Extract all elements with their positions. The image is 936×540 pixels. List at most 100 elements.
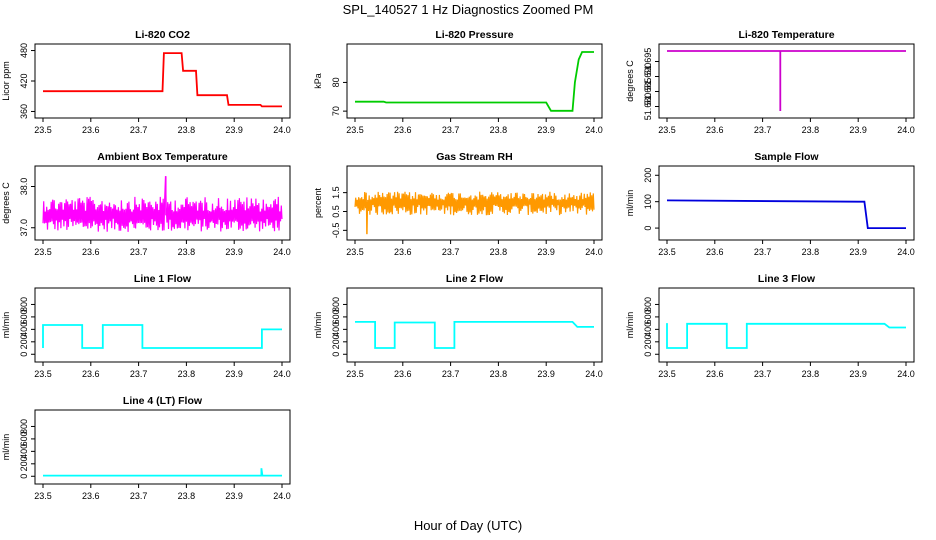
x-tick-label: 23.9: [537, 247, 555, 257]
panel-li-820-temperature: Li-820 Temperature degrees C 23.5 23.6 23.7 2…: [624, 24, 936, 146]
x-tick-label: 23.7: [442, 247, 460, 257]
x-tick-label: 23.5: [346, 369, 364, 379]
y-tick-label: 0.5: [331, 205, 341, 218]
x-tick-label: 23.6: [82, 369, 100, 379]
x-tick-label: 23.9: [225, 125, 243, 135]
series-line: [42, 324, 282, 349]
y-tick-label: 360: [19, 104, 29, 119]
x-tick-label: 23.9: [537, 125, 555, 135]
x-tick-label: 24.0: [273, 247, 291, 257]
x-tick-label: 23.6: [706, 125, 724, 135]
page-title: SPL_140527 1 Hz Diagnostics Zoomed PM: [342, 2, 594, 17]
plot-frame: [346, 165, 603, 241]
y-tick-label: 400: [19, 444, 29, 459]
y-axis-label: ml/min: [313, 312, 323, 339]
y-tick-label: 600: [331, 309, 341, 324]
chart-li-820-temperature: Li-820 Temperature degrees C 23.5 23.6 23.7 2…: [625, 29, 915, 135]
x-tick-label: 24.0: [585, 369, 603, 379]
chart-li-820-pressure: Li-820 Pressure kPa 23.5 23.6 23.7 23.8 23.9 24…: [313, 29, 603, 135]
chart-line-3-flow: Line 3 Flow ml/min 23.5 23.6 23.7 23.8 23.9 24.…: [625, 273, 915, 379]
panel-line-1-flow: Line 1 Flow ml/min 23.5 23.6 23.7 23.8 23.9 24.…: [0, 268, 312, 390]
y-tick-label: 51.685: [643, 78, 653, 106]
chart-title: Line 1 Flow: [134, 273, 192, 285]
series-line: [42, 176, 283, 232]
y-tick-label: 200: [331, 334, 341, 349]
x-tick-label: 23.9: [225, 491, 243, 501]
series-line: [667, 50, 906, 111]
x-tick-label: 23.5: [346, 125, 364, 135]
x-tick-label: 23.6: [82, 491, 100, 501]
chart-title: Sample Flow: [754, 151, 819, 163]
x-tick-label: 23.6: [394, 125, 412, 135]
panel-li-820-co2: Li-820 CO2 Licor ppm 23.5 23.6 23.7 23.8 23.9 2…: [0, 24, 312, 146]
y-axis-label: degrees C: [625, 60, 635, 102]
plot-frame: [658, 43, 915, 119]
y-tick-label: 420: [19, 73, 29, 88]
y-tick-label: 800: [19, 297, 29, 312]
y-tick-label: 200: [643, 168, 653, 183]
x-tick-label: 23.7: [442, 369, 460, 379]
plot-frame: [658, 165, 915, 241]
chart-title: Gas Stream RH: [436, 151, 512, 163]
y-tick-label: 400: [331, 322, 341, 337]
x-tick-label: 23.8: [802, 369, 820, 379]
x-tick-label: 23.8: [178, 369, 196, 379]
y-tick-label: 400: [19, 322, 29, 337]
x-tick-label: 23.6: [82, 125, 100, 135]
y-axis-label: ml/min: [625, 190, 635, 217]
y-tick-label: 200: [643, 334, 653, 349]
x-tick-label: 23.6: [706, 369, 724, 379]
series-line: [666, 322, 906, 349]
chart-sample-flow: Sample Flow ml/min 23.5 23.6 23.7 23.8 23.9 24.…: [625, 151, 915, 257]
series-line: [43, 52, 282, 108]
chart-title: Line 4 (LT) Flow: [123, 395, 203, 407]
panel-line-4-lt-flow: Line 4 (LT) Flow ml/min 23.5 23.6 23.7 23.8 23…: [0, 390, 312, 512]
y-tick-label: 0: [643, 226, 653, 231]
panel-ambient-box-temperature: Ambient Box Temperature degrees C 23.5 23.6…: [0, 146, 312, 268]
x-tick-label: 23.7: [130, 125, 148, 135]
plot-frame: [34, 287, 291, 363]
panel-gas-stream-rh: Gas Stream RH percent 23.5 23.6 23.7 23.8 23.9…: [312, 146, 624, 268]
plot-frame: [658, 287, 915, 363]
x-tick-label: 24.0: [585, 125, 603, 135]
y-tick-label: -0.5: [331, 223, 341, 239]
series-line: [355, 51, 594, 112]
y-tick-label: 1.5: [331, 186, 341, 199]
x-tick-label: 24.0: [273, 369, 291, 379]
chart-ambient-box-temperature: Ambient Box Temperature degrees C 23.5 23.6…: [1, 151, 291, 257]
x-tick-label: 24.0: [273, 125, 291, 135]
x-tick-label: 23.5: [34, 247, 52, 257]
series-line: [354, 191, 595, 235]
chart-title: Ambient Box Temperature: [97, 151, 228, 163]
x-tick-label: 23.7: [130, 369, 148, 379]
x-tick-label: 23.5: [658, 125, 676, 135]
x-tick-label: 24.0: [897, 369, 915, 379]
y-tick-label: 0: [19, 352, 29, 357]
x-tick-label: 23.5: [658, 369, 676, 379]
y-tick-label: 80: [331, 77, 341, 87]
x-tick-label: 24.0: [897, 247, 915, 257]
chart-title: Li-820 CO2: [135, 29, 190, 41]
x-tick-label: 23.8: [178, 491, 196, 501]
y-tick-label: 800: [331, 297, 341, 312]
x-tick-label: 23.7: [442, 125, 460, 135]
y-tick-label: 51.695: [643, 48, 653, 76]
x-tick-label: 23.7: [130, 491, 148, 501]
x-tick-label: 23.8: [490, 369, 508, 379]
y-axis-label: Licor ppm: [1, 61, 11, 101]
plot-frame: [34, 409, 291, 485]
y-tick-label: 51.680: [643, 93, 653, 121]
x-tick-label: 23.6: [394, 247, 412, 257]
plot-frame: [346, 287, 603, 363]
panel-li-820-pressure: Li-820 Pressure kPa 23.5 23.6 23.7 23.8 23.9 24…: [312, 24, 624, 146]
chart-line-4-lt-flow: Line 4 (LT) Flow ml/min 23.5 23.6 23.7 23.8 23…: [1, 395, 291, 501]
x-tick-label: 23.7: [754, 369, 772, 379]
x-tick-label: 23.7: [130, 247, 148, 257]
chart-title: Line 3 Flow: [758, 273, 816, 285]
series-line: [666, 199, 906, 229]
x-tick-label: 23.9: [225, 247, 243, 257]
x-tick-label: 24.0: [273, 491, 291, 501]
x-tick-label: 23.6: [706, 247, 724, 257]
x-tick-label: 24.0: [585, 247, 603, 257]
chart-line-1-flow: Line 1 Flow ml/min 23.5 23.6 23.7 23.8 23.9 24.…: [1, 273, 291, 379]
